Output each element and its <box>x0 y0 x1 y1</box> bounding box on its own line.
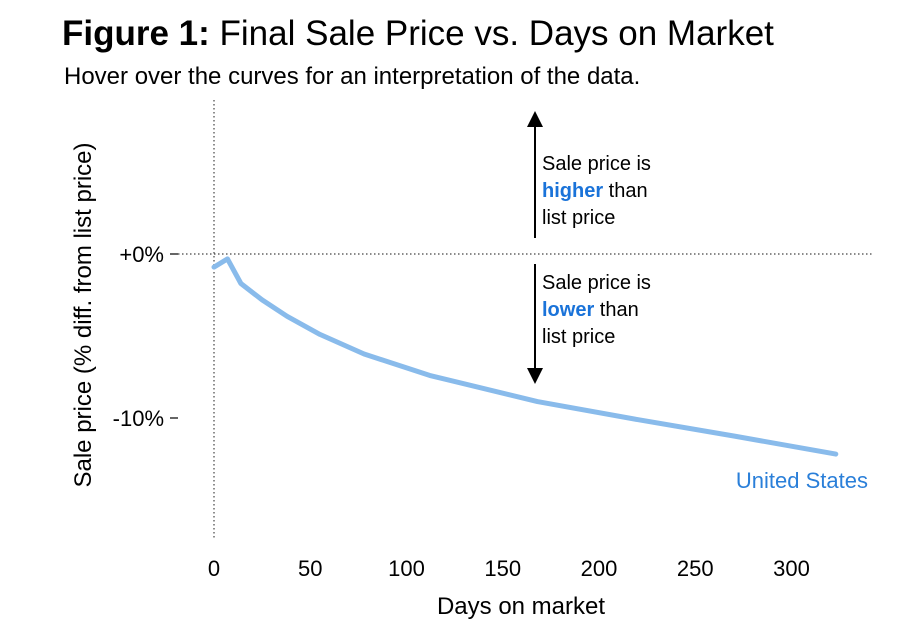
figure-title: Figure 1: Final Sale Price vs. Days on M… <box>62 14 774 54</box>
lower-highlight: lower <box>542 299 594 321</box>
x-tick-label: 200 <box>581 556 618 581</box>
higher-annotation-line1: Sale price is <box>542 153 651 175</box>
x-tick-label: 250 <box>677 556 714 581</box>
figure-title-text: Final Sale Price vs. Days on Market <box>209 14 774 53</box>
series-group: United States <box>211 256 868 493</box>
figure-subtitle: Hover over the curves for an interpretat… <box>64 63 641 90</box>
x-tick-label: 100 <box>388 556 425 581</box>
x-axis-label: Days on market <box>437 593 605 620</box>
x-tick-label: 300 <box>773 556 810 581</box>
reference-lines <box>178 100 874 540</box>
higher-annotation-line2: higher than <box>542 180 648 202</box>
y-axis: +0% -10% <box>113 242 178 431</box>
y-tick-label: -10% <box>113 406 164 431</box>
lower-annotation-line1: Sale price is <box>542 272 651 294</box>
lower-annotation-line2: lower than <box>542 299 639 321</box>
x-tick-label: 50 <box>298 556 322 581</box>
lower-annotation-rest: than <box>594 299 638 321</box>
series-line-united-states[interactable] <box>211 256 839 457</box>
y-axis-label: Sale price (% diff. from list price) <box>70 143 97 488</box>
figure-title-prefix: Figure 1: <box>62 14 210 53</box>
x-axis: 0 50 100 150 200 250 300 <box>208 556 810 581</box>
higher-annotation-line3: list price <box>542 207 615 229</box>
y-tick-label: +0% <box>119 242 164 267</box>
x-tick-label: 150 <box>484 556 521 581</box>
x-tick-label: 0 <box>208 556 220 581</box>
lower-annotation-line3: list price <box>542 326 615 348</box>
higher-annotation-rest: than <box>603 180 647 202</box>
series-label-united-states: United States <box>736 468 868 493</box>
higher-highlight: higher <box>542 180 603 202</box>
